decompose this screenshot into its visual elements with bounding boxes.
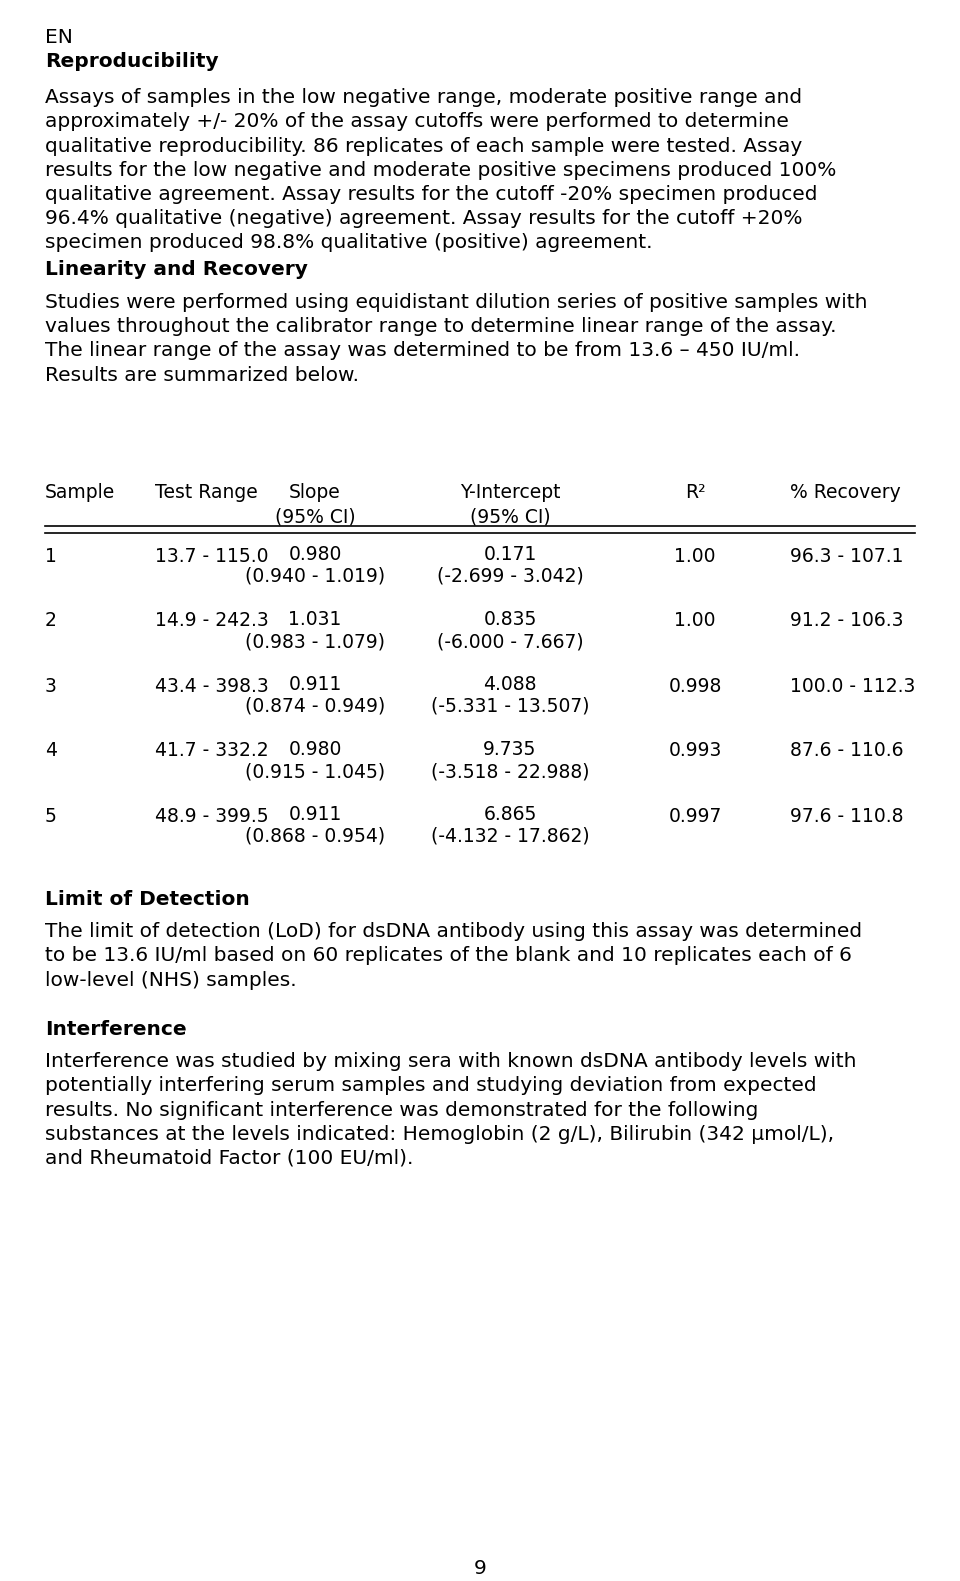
Text: (0.868 - 0.954): (0.868 - 0.954) xyxy=(245,827,385,846)
Text: 0.997: 0.997 xyxy=(668,806,722,825)
Text: R²: R² xyxy=(684,484,706,503)
Text: 97.6 - 110.8: 97.6 - 110.8 xyxy=(790,806,903,825)
Text: 0.171: 0.171 xyxy=(483,545,537,564)
Text: (-5.331 - 13.507): (-5.331 - 13.507) xyxy=(431,697,589,716)
Text: 14.9 - 242.3: 14.9 - 242.3 xyxy=(155,612,269,631)
Text: 4: 4 xyxy=(45,741,57,760)
Text: Test Range: Test Range xyxy=(155,484,257,503)
Text: 0.911: 0.911 xyxy=(288,675,342,694)
Text: (-6.000 - 7.667): (-6.000 - 7.667) xyxy=(437,632,584,651)
Text: The limit of detection (LoD) for dsDNA antibody using this assay was determined
: The limit of detection (LoD) for dsDNA a… xyxy=(45,922,862,990)
Text: 87.6 - 110.6: 87.6 - 110.6 xyxy=(790,741,903,760)
Text: 2: 2 xyxy=(45,612,57,631)
Text: 100.0 - 112.3: 100.0 - 112.3 xyxy=(790,677,916,696)
Text: 13.7 - 115.0: 13.7 - 115.0 xyxy=(155,547,269,566)
Text: 41.7 - 332.2: 41.7 - 332.2 xyxy=(155,741,269,760)
Text: Sample: Sample xyxy=(45,484,115,503)
Text: 9.735: 9.735 xyxy=(483,740,537,759)
Text: 0.835: 0.835 xyxy=(483,610,537,629)
Text: 1.031: 1.031 xyxy=(288,610,342,629)
Text: 9: 9 xyxy=(473,1559,487,1578)
Text: 96.3 - 107.1: 96.3 - 107.1 xyxy=(790,547,903,566)
Text: 48.9 - 399.5: 48.9 - 399.5 xyxy=(155,806,269,825)
Text: Interference: Interference xyxy=(45,1020,186,1039)
Text: 0.993: 0.993 xyxy=(668,741,722,760)
Text: 5: 5 xyxy=(45,806,57,825)
Text: Y-Intercept
(95% CI): Y-Intercept (95% CI) xyxy=(460,484,561,526)
Text: (-4.132 - 17.862): (-4.132 - 17.862) xyxy=(431,827,589,846)
Text: % Recovery: % Recovery xyxy=(790,484,900,503)
Text: Reproducibility: Reproducibility xyxy=(45,52,219,71)
Text: 91.2 - 106.3: 91.2 - 106.3 xyxy=(790,612,903,631)
Text: (0.915 - 1.045): (0.915 - 1.045) xyxy=(245,762,385,781)
Text: 0.980: 0.980 xyxy=(288,545,342,564)
Text: Studies were performed using equidistant dilution series of positive samples wit: Studies were performed using equidistant… xyxy=(45,292,868,384)
Text: (0.940 - 1.019): (0.940 - 1.019) xyxy=(245,568,385,587)
Text: (-2.699 - 3.042): (-2.699 - 3.042) xyxy=(437,568,584,587)
Text: 3: 3 xyxy=(45,677,57,696)
Text: 1.00: 1.00 xyxy=(674,547,716,566)
Text: Interference was studied by mixing sera with known dsDNA antibody levels with
po: Interference was studied by mixing sera … xyxy=(45,1051,856,1168)
Text: 43.4 - 398.3: 43.4 - 398.3 xyxy=(155,677,269,696)
Text: Limit of Detection: Limit of Detection xyxy=(45,890,250,909)
Text: Assays of samples in the low negative range, moderate positive range and
approxi: Assays of samples in the low negative ra… xyxy=(45,89,836,253)
Text: 4.088: 4.088 xyxy=(483,675,537,694)
Text: 0.980: 0.980 xyxy=(288,740,342,759)
Text: 0.911: 0.911 xyxy=(288,805,342,824)
Text: (-3.518 - 22.988): (-3.518 - 22.988) xyxy=(431,762,589,781)
Text: 1.00: 1.00 xyxy=(674,612,716,631)
Text: Slope
(95% CI): Slope (95% CI) xyxy=(275,484,355,526)
Text: (0.874 - 0.949): (0.874 - 0.949) xyxy=(245,697,385,716)
Text: 0.998: 0.998 xyxy=(668,677,722,696)
Text: 1: 1 xyxy=(45,547,57,566)
Text: 6.865: 6.865 xyxy=(483,805,537,824)
Text: Linearity and Recovery: Linearity and Recovery xyxy=(45,259,308,278)
Text: EN: EN xyxy=(45,28,73,47)
Text: (0.983 - 1.079): (0.983 - 1.079) xyxy=(245,632,385,651)
